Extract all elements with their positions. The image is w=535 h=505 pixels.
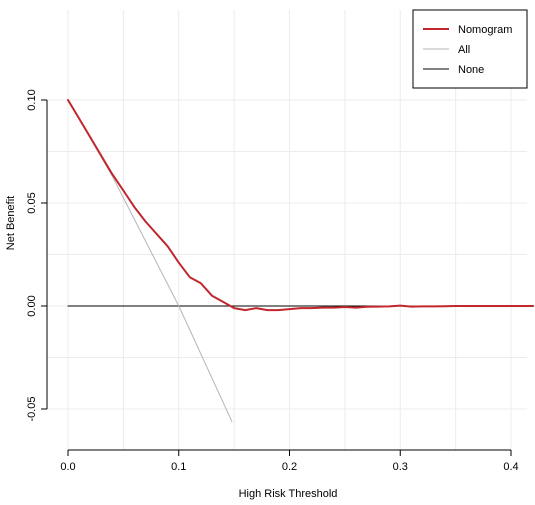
y-tick-label: 0.10 [26, 89, 38, 110]
axes: 0.0 0.1 0.2 0.3 0.4 -0.05 0.00 0.05 0.10 [26, 89, 519, 473]
legend: Nomogram All None [412, 9, 528, 89]
series-line-all [67, 99, 233, 422]
x-tick-label: 0.2 [282, 461, 297, 473]
y-tick-label: -0.05 [26, 396, 38, 421]
x-tick-label: 0.4 [503, 461, 518, 473]
legend-label-nomogram: Nomogram [458, 24, 512, 36]
x-tick-label: 0.1 [171, 461, 186, 473]
y-tick-label: 0.05 [26, 192, 38, 213]
series [67, 99, 535, 422]
legend-label-none: None [458, 64, 484, 76]
y-axis-label: Net Benefit [5, 196, 17, 250]
legend-label-all: All [458, 44, 470, 56]
series-line-nomogram [67, 99, 535, 312]
x-axis-label: High Risk Threshold [239, 488, 338, 500]
x-tick-label: 0.0 [60, 461, 75, 473]
y-tick-label: 0.00 [26, 295, 38, 316]
x-tick-label: 0.3 [393, 461, 408, 473]
